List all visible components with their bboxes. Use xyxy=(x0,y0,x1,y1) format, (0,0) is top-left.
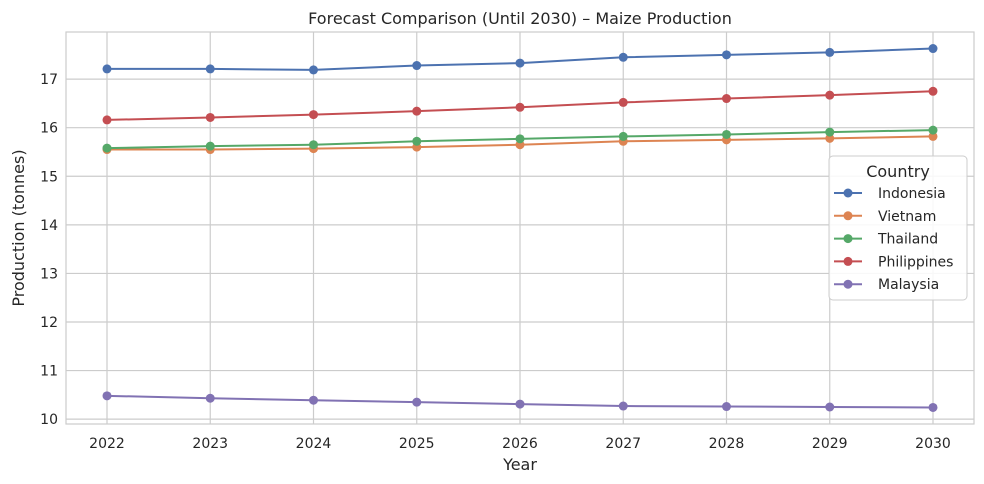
data-point-malaysia xyxy=(205,393,215,403)
data-point-thailand xyxy=(825,127,835,137)
x-tick-labels: 2022 2023 2024 2025 2026 2027 2028 2029 2030 xyxy=(89,436,951,452)
data-point-indonesia xyxy=(309,65,318,75)
data-point-malaysia xyxy=(515,399,525,409)
y-tick-label: 11 xyxy=(40,364,58,380)
legend-swatch-marker xyxy=(843,279,853,289)
data-point-indonesia xyxy=(102,64,112,74)
x-tick-label: 2026 xyxy=(502,436,538,452)
legend-swatch-marker xyxy=(843,234,853,244)
legend-swatch-marker xyxy=(843,188,853,198)
data-point-philippines xyxy=(825,90,835,100)
data-point-thailand xyxy=(928,125,938,135)
y-tick-label: 13 xyxy=(40,266,58,282)
legend-title: Country xyxy=(866,162,930,181)
x-axis-title: Year xyxy=(502,455,537,474)
data-point-indonesia xyxy=(825,47,835,57)
data-point-malaysia xyxy=(928,402,938,412)
series-philippines xyxy=(102,86,938,125)
legend-label: Vietnam xyxy=(878,209,936,225)
legend-label: Philippines xyxy=(878,254,953,270)
legend-item-malaysia: Malaysia xyxy=(834,277,939,293)
legend-box xyxy=(828,155,968,301)
y-tick-labels: 10 11 12 13 14 15 16 17 xyxy=(40,72,58,428)
data-point-philippines xyxy=(618,97,628,107)
data-point-thailand xyxy=(412,136,422,146)
y-tick-label: 10 xyxy=(40,412,58,428)
data-point-thailand xyxy=(205,141,215,151)
legend: Country Indonesia Vietnam Thailand Philippi… xyxy=(828,155,968,301)
data-point-malaysia xyxy=(618,401,628,411)
legend-items: Indonesia Vietnam Thailand Philippines Malay… xyxy=(834,186,953,293)
y-tick-label: 16 xyxy=(40,121,58,137)
x-tick-label: 2028 xyxy=(709,436,745,452)
data-point-philippines xyxy=(412,106,422,116)
x-tick-label: 2023 xyxy=(192,436,228,452)
x-tick-label: 2029 xyxy=(812,436,848,452)
data-point-indonesia xyxy=(928,44,938,54)
data-point-indonesia xyxy=(618,52,628,62)
data-point-vietnam xyxy=(928,131,938,141)
legend-item-indonesia: Indonesia xyxy=(834,186,946,202)
x-tick-label: 2024 xyxy=(296,436,332,452)
y-tick-label: 14 xyxy=(40,218,58,234)
grid-lines xyxy=(66,32,974,424)
legend-swatch-marker xyxy=(843,256,853,266)
data-point-philippines xyxy=(102,115,112,125)
series-malaysia xyxy=(102,391,938,412)
data-point-malaysia xyxy=(825,402,835,412)
data-point-malaysia xyxy=(412,397,422,407)
data-point-malaysia xyxy=(102,391,112,401)
series-thailand xyxy=(102,125,938,153)
data-point-philippines xyxy=(515,102,525,112)
data-point-thailand xyxy=(102,143,112,153)
data-point-indonesia xyxy=(205,64,215,74)
y-axis-title: Production (tonnes) xyxy=(9,149,28,306)
data-point-thailand xyxy=(309,140,318,150)
legend-label: Thailand xyxy=(877,232,938,248)
data-point-malaysia xyxy=(309,395,318,405)
data-point-indonesia xyxy=(722,50,731,60)
legend-item-thailand: Thailand xyxy=(834,232,938,248)
x-tick-label: 2030 xyxy=(915,436,951,452)
data-point-indonesia xyxy=(412,61,422,71)
plot-area xyxy=(65,31,975,425)
data-point-philippines xyxy=(722,94,731,104)
x-tick-label: 2022 xyxy=(89,436,125,452)
series-lines xyxy=(102,44,938,412)
data-point-thailand xyxy=(618,131,628,141)
data-point-thailand xyxy=(515,134,525,144)
data-point-philippines xyxy=(205,112,215,122)
chart-title: Forecast Comparison (Until 2030) – Maize… xyxy=(308,9,732,28)
legend-swatch-marker xyxy=(843,211,853,221)
y-tick-label: 15 xyxy=(40,169,58,185)
legend-item-vietnam: Vietnam xyxy=(834,209,936,225)
legend-item-philippines: Philippines xyxy=(834,254,953,270)
series-indonesia xyxy=(102,44,938,75)
data-point-malaysia xyxy=(722,402,731,412)
x-tick-label: 2025 xyxy=(399,436,435,452)
data-point-indonesia xyxy=(515,58,525,68)
x-tick-label: 2027 xyxy=(605,436,641,452)
legend-label: Malaysia xyxy=(878,277,939,293)
y-tick-label: 17 xyxy=(40,72,58,88)
data-point-philippines xyxy=(309,110,318,120)
y-tick-label: 12 xyxy=(40,315,58,331)
data-point-philippines xyxy=(928,86,938,96)
legend-label: Indonesia xyxy=(878,186,946,202)
data-point-thailand xyxy=(722,129,731,139)
data-point-vietnam xyxy=(825,133,835,143)
